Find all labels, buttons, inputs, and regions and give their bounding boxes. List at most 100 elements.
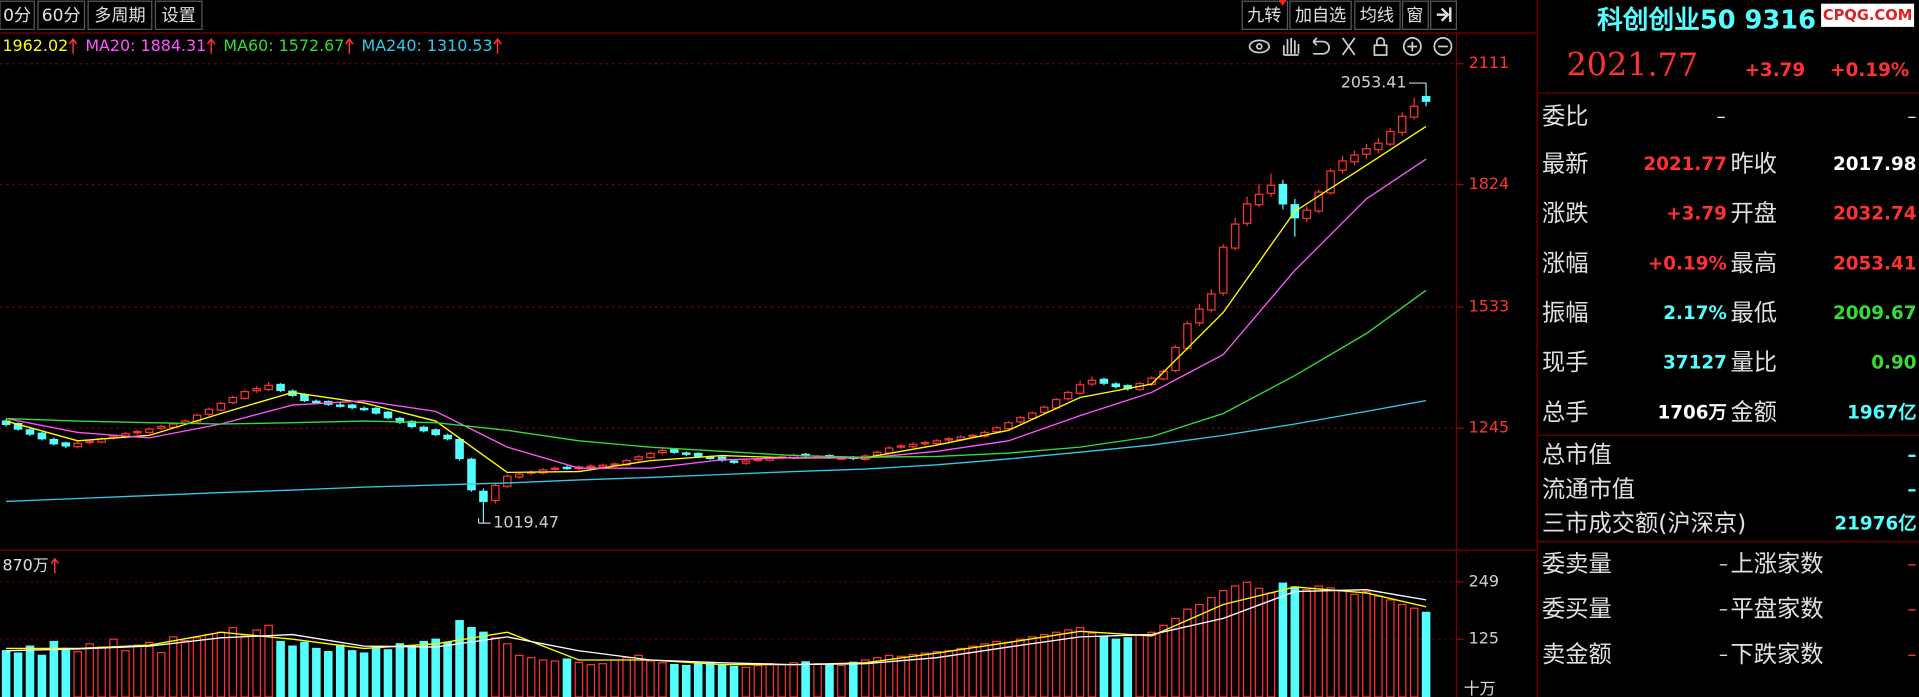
candle-body <box>1039 406 1049 413</box>
legend-entry: MA20: 1884.31 <box>85 36 206 55</box>
button[interactable] <box>87 0 153 30</box>
volume-bar <box>968 645 977 697</box>
candle-body <box>1338 160 1347 171</box>
button[interactable] <box>1354 0 1401 30</box>
candle-body <box>1171 346 1180 372</box>
button[interactable] <box>1289 0 1352 30</box>
candle-body <box>1063 391 1073 400</box>
volume-bar <box>109 638 118 697</box>
row-value: 2017.98 <box>1833 154 1917 175</box>
zoom-in-icon[interactable] <box>1407 41 1418 52</box>
volume-bar <box>252 629 261 697</box>
volume-bar <box>1362 590 1371 697</box>
zoom-out-icon[interactable] <box>1433 37 1453 56</box>
volume-bar <box>1314 585 1323 697</box>
volume-bar <box>1207 596 1216 697</box>
volume-bar <box>1087 632 1097 697</box>
watermark: CPQG.COM <box>1823 7 1912 24</box>
price-change-pct: +0.19% <box>1830 60 1909 81</box>
cut-icon[interactable] <box>1341 37 1356 56</box>
volume-bar <box>395 643 405 697</box>
hand-icon[interactable] <box>1282 37 1300 56</box>
candle-body <box>1302 209 1312 220</box>
volume-bar <box>1183 608 1192 697</box>
candle-body <box>407 420 417 428</box>
button[interactable] <box>37 0 86 30</box>
volume-bar <box>479 631 488 697</box>
volume-bar <box>37 654 47 697</box>
candle-body <box>300 393 309 402</box>
volume-bar <box>562 658 572 697</box>
button-label[interactable]: 窗 <box>1406 6 1423 26</box>
volume-bar <box>13 652 23 697</box>
volume-bar <box>801 661 810 697</box>
candle-body <box>705 456 715 460</box>
lock-icon[interactable] <box>1373 44 1388 56</box>
candle-body <box>85 440 94 444</box>
button[interactable] <box>1401 0 1429 30</box>
volume-bar <box>1338 590 1347 697</box>
volume-bar <box>1374 595 1383 697</box>
candle-body <box>383 411 393 419</box>
volume-bar <box>1063 629 1073 697</box>
candle-body <box>932 440 942 444</box>
ma-line <box>5 158 1427 469</box>
candle-body <box>359 407 369 411</box>
candle-body <box>741 460 751 464</box>
button-label[interactable]: 0分 <box>3 6 31 26</box>
button-label[interactable]: 均线 <box>1360 6 1394 26</box>
button-label[interactable]: 多周期 <box>94 6 145 26</box>
volume-bar <box>1242 581 1252 697</box>
button-label[interactable]: 60分 <box>42 6 81 26</box>
candle-body <box>335 404 345 407</box>
button-label[interactable]: 加自选 <box>1295 6 1346 26</box>
volume-bar <box>1111 638 1121 697</box>
button[interactable] <box>1241 0 1289 30</box>
row-label: 总市值 <box>1542 442 1612 469</box>
volume-bar <box>1075 627 1085 697</box>
y-tick-label: 1533 <box>1469 296 1509 315</box>
volume-bar <box>980 643 989 697</box>
candle-body <box>1111 383 1121 388</box>
button-label[interactable]: 设置 <box>162 6 196 26</box>
candle-body <box>1183 323 1192 349</box>
volume-bar <box>1039 633 1049 697</box>
volume-bar <box>634 654 643 697</box>
volume-bar <box>371 646 381 697</box>
zoom-in-icon[interactable] <box>1402 37 1422 56</box>
row-value: 37127 <box>1663 353 1727 374</box>
undo-icon[interactable] <box>1312 37 1330 55</box>
volume-bar <box>359 652 369 697</box>
volume-bar <box>97 646 106 697</box>
volume-bar <box>741 666 751 697</box>
volume-bar <box>1218 590 1228 697</box>
row-value: 1967亿 <box>1847 401 1916 423</box>
y-tick-label: 125 <box>1469 629 1499 648</box>
candle-body <box>1099 378 1109 384</box>
button[interactable] <box>154 0 203 30</box>
volume-bar <box>550 660 560 697</box>
candle-body <box>25 429 35 435</box>
volume-bar <box>538 659 548 697</box>
candle-body <box>681 452 691 455</box>
candle-body <box>1421 96 1431 102</box>
candle-body <box>49 438 59 445</box>
button-label[interactable]: 九转 <box>1247 6 1281 26</box>
volume-bar <box>1397 603 1407 697</box>
row-label: 涨幅 <box>1542 250 1588 277</box>
volume-bar <box>1135 633 1144 697</box>
eye-icon[interactable] <box>1256 43 1263 50</box>
row-label: 最新 <box>1542 151 1588 178</box>
volume-bar <box>753 664 763 697</box>
volume-bar <box>1409 607 1419 697</box>
candle-body <box>896 445 906 448</box>
button[interactable] <box>0 0 35 30</box>
row-value: 2009.67 <box>1833 303 1917 324</box>
volume-bar <box>1016 638 1025 697</box>
volume-bar <box>73 651 82 697</box>
candle-body <box>1278 183 1288 205</box>
expand-icon[interactable] <box>1436 7 1452 23</box>
lock-icon[interactable] <box>1375 37 1386 46</box>
eye-icon[interactable] <box>1248 39 1270 54</box>
